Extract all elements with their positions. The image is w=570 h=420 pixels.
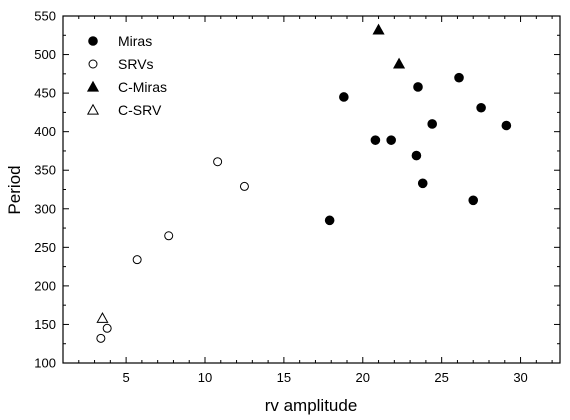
miras-point <box>468 195 479 206</box>
legend-marker-miras <box>88 36 98 46</box>
miras-point <box>417 178 428 189</box>
srvs-point <box>102 323 112 333</box>
legend: Miras SRVs C-Miras C-SRV <box>86 33 167 118</box>
legend-marker-srvs <box>88 59 98 69</box>
miras-point <box>454 72 464 83</box>
srvs-point <box>239 181 249 191</box>
y-axis-ticks: 100 150 200 250 300 350 400 450 500 550 <box>34 9 560 371</box>
y-tick-label: 250 <box>34 240 56 255</box>
c-miras-point <box>393 57 406 69</box>
y-tick-label: 500 <box>34 47 56 62</box>
x-tick-label: 30 <box>513 370 527 385</box>
data-points <box>96 23 512 343</box>
srvs-point <box>96 333 106 343</box>
y-tick-label: 300 <box>34 201 56 216</box>
y-axis-title: Period <box>5 165 24 214</box>
x-tick-label: 25 <box>434 370 448 385</box>
y-tick-label: 150 <box>34 317 56 332</box>
legend-label-c-srv: C-SRV <box>118 102 162 118</box>
y-tick-label: 450 <box>34 86 56 101</box>
y-tick-label: 350 <box>34 163 56 178</box>
legend-marker-c-srv <box>86 103 100 115</box>
miras-point <box>370 135 381 145</box>
legend-label-c-miras: C-Miras <box>118 79 167 95</box>
miras-point <box>339 92 349 102</box>
srvs-point <box>164 231 174 241</box>
y-tick-label: 200 <box>34 278 56 293</box>
miras-point <box>413 82 423 92</box>
miras-point <box>427 119 438 129</box>
legend-label-srvs: SRVs <box>118 56 154 72</box>
miras-point <box>411 150 422 161</box>
x-tick-label: 10 <box>198 370 212 385</box>
y-tick-label: 400 <box>34 124 56 139</box>
miras-point <box>501 120 512 131</box>
c-srv-point <box>96 312 109 323</box>
y-tick-label: 100 <box>34 356 56 371</box>
srvs-point <box>132 255 142 265</box>
x-tick-label: 5 <box>122 370 129 385</box>
x-axis-ticks: 5 10 15 20 25 30 <box>62 16 553 385</box>
srvs-point <box>213 157 223 167</box>
x-tick-label: 20 <box>356 370 370 385</box>
y-tick-label: 550 <box>34 9 56 24</box>
c-miras-point <box>372 23 385 35</box>
legend-label-miras: Miras <box>118 33 152 49</box>
x-axis-title: rv amplitude <box>265 396 358 415</box>
x-tick-label: 15 <box>277 370 291 385</box>
miras-point <box>476 102 486 113</box>
miras-point <box>386 135 396 145</box>
miras-point <box>324 215 335 226</box>
legend-marker-c-miras <box>86 80 100 92</box>
